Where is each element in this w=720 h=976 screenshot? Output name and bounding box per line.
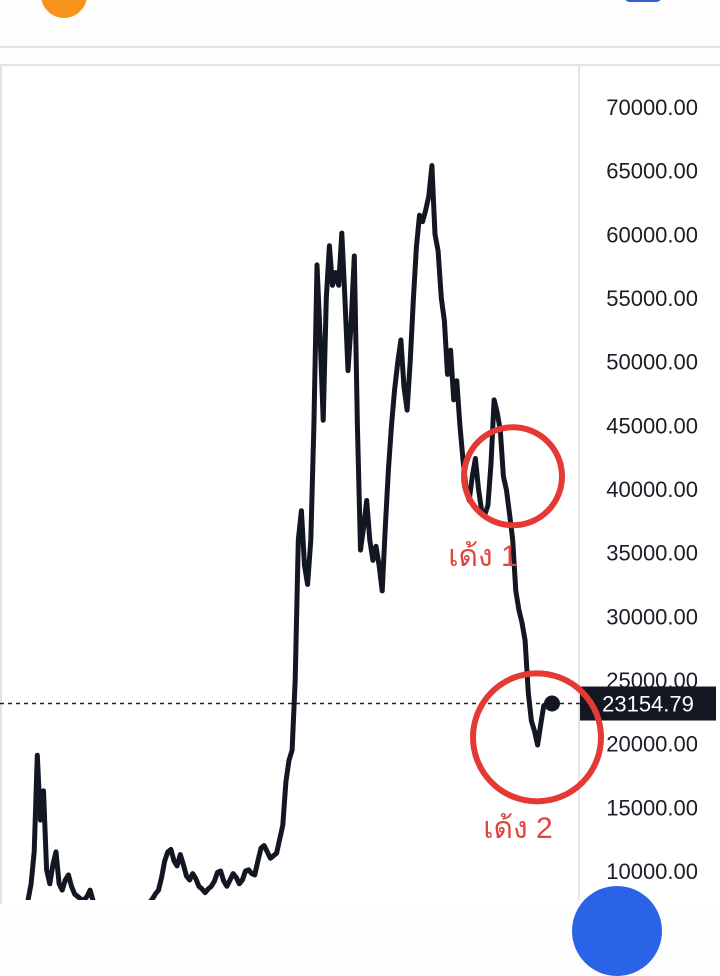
y-tick-label: 70000.00	[606, 95, 698, 120]
y-tick-label: 50000.00	[606, 350, 698, 375]
y-tick-label: 45000.00	[606, 413, 698, 438]
annotation-label-2: เด้ง 2	[483, 812, 552, 845]
y-tick-label: 30000.00	[606, 604, 698, 629]
current-price-box	[580, 686, 716, 721]
y-tick-label: 35000.00	[606, 541, 698, 566]
coin-logo-icon	[41, 0, 87, 18]
y-tick-label: 60000.00	[606, 222, 698, 247]
y-tick-label: 15000.00	[606, 795, 698, 820]
price-chart[interactable]: 70000.00 65000.00 60000.00 55000.00 50000.00…	[0, 0, 720, 900]
price-axis-divider	[578, 66, 580, 900]
y-tick-label: 65000.00	[606, 159, 698, 184]
annotation-label-1: เด้ง 1	[448, 540, 517, 573]
y-tick-label: 55000.00	[606, 286, 698, 311]
top-bar	[0, 0, 720, 48]
y-axis: 70000.00 65000.00 60000.00 55000.00 50000.00…	[606, 95, 698, 884]
annotation-circle-1	[461, 424, 565, 529]
y-tick-label: 40000.00	[606, 477, 698, 502]
annotation-circle-2	[470, 670, 604, 805]
price-series-line	[25, 163, 553, 900]
y-tick-label: 10000.00	[606, 859, 698, 884]
last-price-dot	[544, 695, 560, 712]
current-price-label: 23154.79	[602, 692, 694, 717]
y-tick-label: 20000.00	[606, 732, 698, 757]
